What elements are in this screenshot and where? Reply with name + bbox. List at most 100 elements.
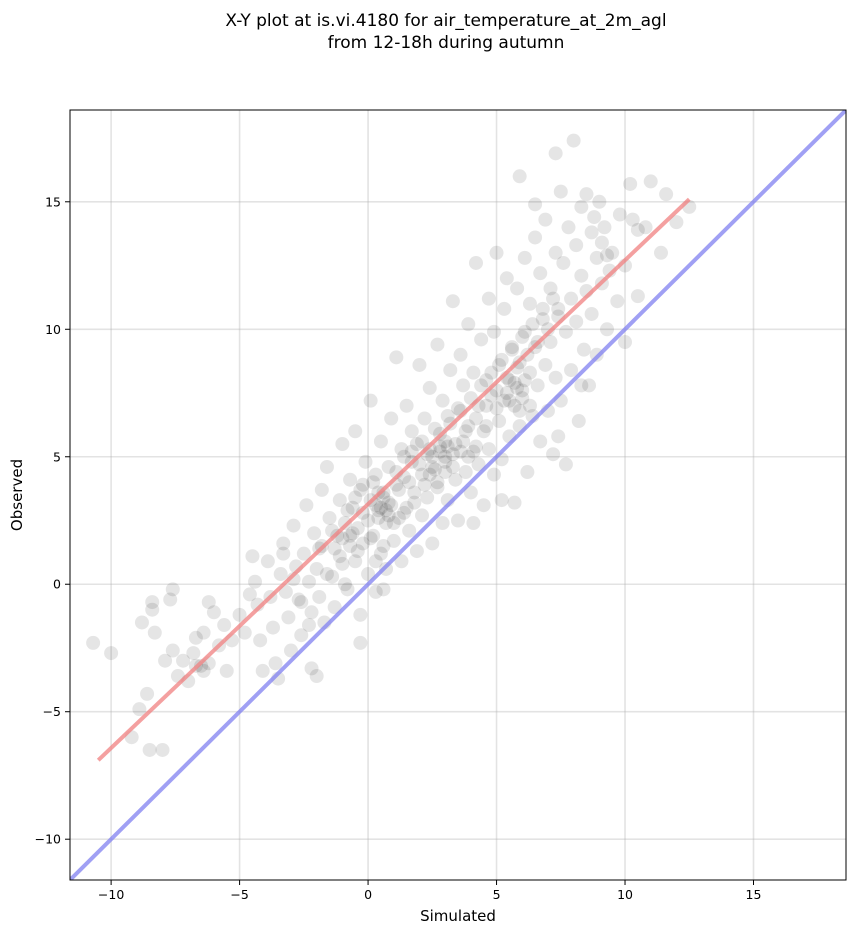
plot-frame [69,109,847,881]
scatter-point [371,503,386,518]
scatter-point [438,454,453,469]
scatter-point [445,459,460,474]
scatter-point [466,365,481,380]
scatter-point [371,510,386,525]
scatter-point [384,411,399,426]
scatter-point [448,472,463,487]
fit-lines [70,110,846,880]
scatter-point [389,350,404,365]
scatter-point [176,653,191,668]
x-axis-ticks: −10 −5 0 5 10 15 [98,880,761,902]
scatter-point [417,477,432,492]
scatter-point [618,335,633,350]
scatter-point [348,490,363,505]
scatter-point [476,498,491,513]
scatter-point [456,434,471,449]
scatter-point [368,467,383,482]
scatter-point [134,615,149,630]
scatter-point [643,174,658,189]
scatter-point [373,500,388,515]
scatter-point [556,255,571,270]
scatter-point [468,439,483,454]
scatter-point [659,187,674,202]
scatter-point [409,437,424,452]
scatter-point [368,584,383,599]
scatter-point [582,378,597,393]
scatter-point [353,635,368,650]
scatter-point [260,554,275,569]
scatter-point [376,538,391,553]
scatter-point [551,429,566,444]
scatter-point [476,424,491,439]
scatter-point [597,220,612,235]
scatter-point [394,554,409,569]
scatter-point [355,477,370,492]
scatter-point [502,393,517,408]
scatter-point [453,347,468,362]
scatter-point [379,516,394,531]
scatter-point [353,607,368,622]
scatter-point [397,449,412,464]
scatter-point [589,250,604,265]
scatter-point [404,424,419,439]
scatter-point [350,521,365,536]
scatter-point [461,419,476,434]
scatter-point [430,337,445,352]
scatter-point [158,653,173,668]
y-tick-label: 15 [45,194,61,209]
scatter-point [630,222,645,237]
regression-line [96,197,691,762]
scatter-point [456,378,471,393]
scatter-point [525,317,540,332]
x-tick-label: −10 [98,887,124,902]
scatter-point [569,314,584,329]
scatter-point [255,663,270,678]
scatter-point [433,439,448,454]
scatter-point [415,467,430,482]
scatter-point [497,393,512,408]
scatter-point [422,380,437,395]
scatter-point [530,378,545,393]
scatter-point [376,485,391,500]
scatter-point [548,370,563,385]
scatter-point [600,322,615,337]
scatter-point [104,646,119,661]
scatter-point [145,595,160,610]
scatter-point [304,661,319,676]
scatter-point [335,556,350,571]
scatter-point [569,238,584,253]
scatter-point [468,255,483,270]
scatter-point [276,546,291,561]
y-tick-label: 0 [53,577,61,592]
scatter-point [507,375,522,390]
scatter-point [291,592,306,607]
scatter-point [188,630,203,645]
scatter-point [386,533,401,548]
chart-title-line-1: X-Y plot at is.vi.4180 for air_temperatu… [225,11,666,31]
scatter-point [584,225,599,240]
scatter-point [451,401,465,416]
scatter-point [343,472,358,487]
scatter-point [605,245,620,260]
scatter-point [415,434,430,449]
chart-title-line-2: from 12-18h during autumn [328,33,565,53]
scatter-point [425,449,440,464]
scatter-point [440,439,455,454]
scatter-point [533,266,548,281]
scatter-point [355,505,370,520]
scatter-point [548,146,563,161]
scatter-point [142,742,157,757]
scatter-point [242,587,257,602]
scatter-point [486,324,501,339]
scatter-point [497,301,512,316]
scatter-point [533,434,548,449]
scatter-point [466,516,481,531]
scatter-point [147,625,162,640]
scatter-point [294,628,309,643]
scatter-point [381,495,396,510]
scatter-point [409,544,424,559]
scatter-point [468,411,483,426]
scatter-point [335,531,350,546]
scatter-point [412,357,427,372]
scatter-point [253,633,268,648]
